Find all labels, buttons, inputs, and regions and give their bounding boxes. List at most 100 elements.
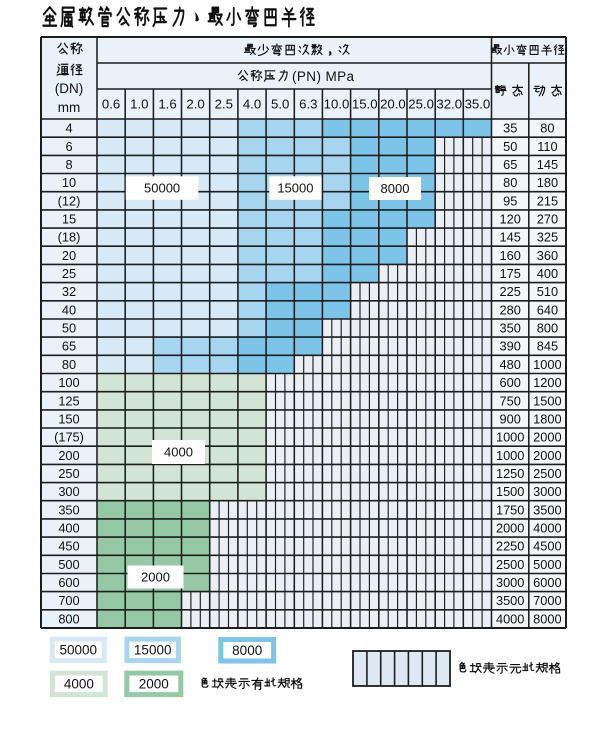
svg-text:15: 15 xyxy=(62,212,76,227)
svg-text:25.0: 25.0 xyxy=(408,97,434,112)
svg-text:10: 10 xyxy=(62,175,76,190)
svg-text:160: 160 xyxy=(500,248,521,263)
svg-text:10.0: 10.0 xyxy=(324,97,350,112)
svg-text:200: 200 xyxy=(58,448,79,463)
svg-text:215: 215 xyxy=(537,193,558,208)
svg-text:2.0: 2.0 xyxy=(186,97,204,112)
svg-text:2500: 2500 xyxy=(496,557,524,572)
svg-text:8: 8 xyxy=(65,157,72,172)
svg-text:2250: 2250 xyxy=(496,539,524,554)
svg-text:450: 450 xyxy=(58,539,79,554)
svg-text:390: 390 xyxy=(500,339,521,354)
svg-text:640: 640 xyxy=(537,302,558,317)
svg-text:1250: 1250 xyxy=(496,466,524,481)
svg-text:3000: 3000 xyxy=(496,575,524,590)
svg-text:4.0: 4.0 xyxy=(243,97,261,112)
svg-text:1500: 1500 xyxy=(496,484,524,499)
svg-text:20.0: 20.0 xyxy=(380,97,406,112)
svg-text:600: 600 xyxy=(58,575,79,590)
svg-text:50: 50 xyxy=(503,139,517,154)
svg-text:350: 350 xyxy=(500,321,521,336)
svg-text:1000: 1000 xyxy=(496,448,524,463)
svg-text:8000: 8000 xyxy=(533,611,561,626)
svg-text:50000: 50000 xyxy=(60,643,98,658)
svg-text:3500: 3500 xyxy=(533,502,561,517)
svg-text:2000: 2000 xyxy=(496,521,524,536)
svg-text:6000: 6000 xyxy=(533,575,561,590)
svg-text:7000: 7000 xyxy=(533,593,561,608)
svg-text:(DN): (DN) xyxy=(55,81,84,96)
svg-text:500: 500 xyxy=(58,557,79,572)
svg-text:4500: 4500 xyxy=(533,539,561,554)
svg-text:1000: 1000 xyxy=(533,357,561,372)
svg-text:1200: 1200 xyxy=(533,375,561,390)
svg-text:25: 25 xyxy=(62,266,76,281)
svg-text:3000: 3000 xyxy=(533,484,561,499)
svg-text:2000: 2000 xyxy=(533,430,561,445)
svg-text:1750: 1750 xyxy=(496,502,524,517)
svg-text:120: 120 xyxy=(500,212,521,227)
svg-text:95: 95 xyxy=(503,193,517,208)
svg-text:80: 80 xyxy=(503,175,517,190)
svg-text:15000: 15000 xyxy=(134,643,172,658)
svg-text:(PN) MPa: (PN) MPa xyxy=(292,69,355,84)
svg-text:300: 300 xyxy=(58,484,79,499)
svg-text:150: 150 xyxy=(58,412,79,427)
svg-text:32: 32 xyxy=(62,284,76,299)
svg-text:100: 100 xyxy=(58,375,79,390)
svg-text:360: 360 xyxy=(537,248,558,263)
svg-text:175: 175 xyxy=(500,266,521,281)
svg-text:2000: 2000 xyxy=(139,677,169,692)
svg-text:145: 145 xyxy=(537,157,558,172)
svg-text:510: 510 xyxy=(537,284,558,299)
svg-text:0.6: 0.6 xyxy=(102,97,120,112)
svg-text:325: 325 xyxy=(537,230,558,245)
svg-text:65: 65 xyxy=(62,339,76,354)
svg-text:480: 480 xyxy=(500,357,521,372)
svg-text:2000: 2000 xyxy=(141,570,170,585)
svg-text:1800: 1800 xyxy=(533,412,561,427)
svg-text:350: 350 xyxy=(58,502,79,517)
svg-text:600: 600 xyxy=(500,375,521,390)
svg-text:20: 20 xyxy=(62,248,76,263)
svg-text:4000: 4000 xyxy=(496,611,524,626)
svg-text:750: 750 xyxy=(500,393,521,408)
svg-text:6.3: 6.3 xyxy=(299,97,317,112)
svg-text:225: 225 xyxy=(500,284,521,299)
svg-text:(175): (175) xyxy=(54,430,84,445)
svg-text:800: 800 xyxy=(537,321,558,336)
svg-text:180: 180 xyxy=(537,175,558,190)
svg-text:5.0: 5.0 xyxy=(271,97,289,112)
svg-text:(12): (12) xyxy=(58,193,81,208)
svg-text:4: 4 xyxy=(65,121,72,136)
svg-text:32.0: 32.0 xyxy=(436,97,462,112)
svg-text:900: 900 xyxy=(500,412,521,427)
svg-text:1.6: 1.6 xyxy=(158,97,176,112)
svg-text:1000: 1000 xyxy=(496,430,524,445)
svg-text:700: 700 xyxy=(58,593,79,608)
svg-text:400: 400 xyxy=(58,521,79,536)
svg-text:(18): (18) xyxy=(58,230,81,245)
svg-text:8000: 8000 xyxy=(232,643,262,658)
svg-text:110: 110 xyxy=(537,139,557,154)
svg-text:270: 270 xyxy=(537,212,558,227)
svg-text:80: 80 xyxy=(62,357,76,372)
svg-text:6: 6 xyxy=(65,139,72,154)
svg-text:4000: 4000 xyxy=(533,521,561,536)
svg-text:2500: 2500 xyxy=(533,466,561,481)
svg-text:65: 65 xyxy=(503,157,517,172)
svg-text:400: 400 xyxy=(537,266,558,281)
svg-text:80: 80 xyxy=(540,121,554,136)
svg-text:250: 250 xyxy=(58,466,79,481)
svg-text:2.5: 2.5 xyxy=(215,97,233,112)
svg-text:8000: 8000 xyxy=(381,181,410,196)
svg-text:1500: 1500 xyxy=(533,393,561,408)
svg-text:125: 125 xyxy=(58,393,79,408)
svg-text:mm: mm xyxy=(58,100,81,115)
svg-text:800: 800 xyxy=(58,611,79,626)
svg-text:50: 50 xyxy=(62,321,76,336)
svg-text:845: 845 xyxy=(537,339,558,354)
svg-text:40: 40 xyxy=(62,302,76,317)
svg-text:50000: 50000 xyxy=(144,181,180,196)
svg-text:4000: 4000 xyxy=(64,677,94,692)
